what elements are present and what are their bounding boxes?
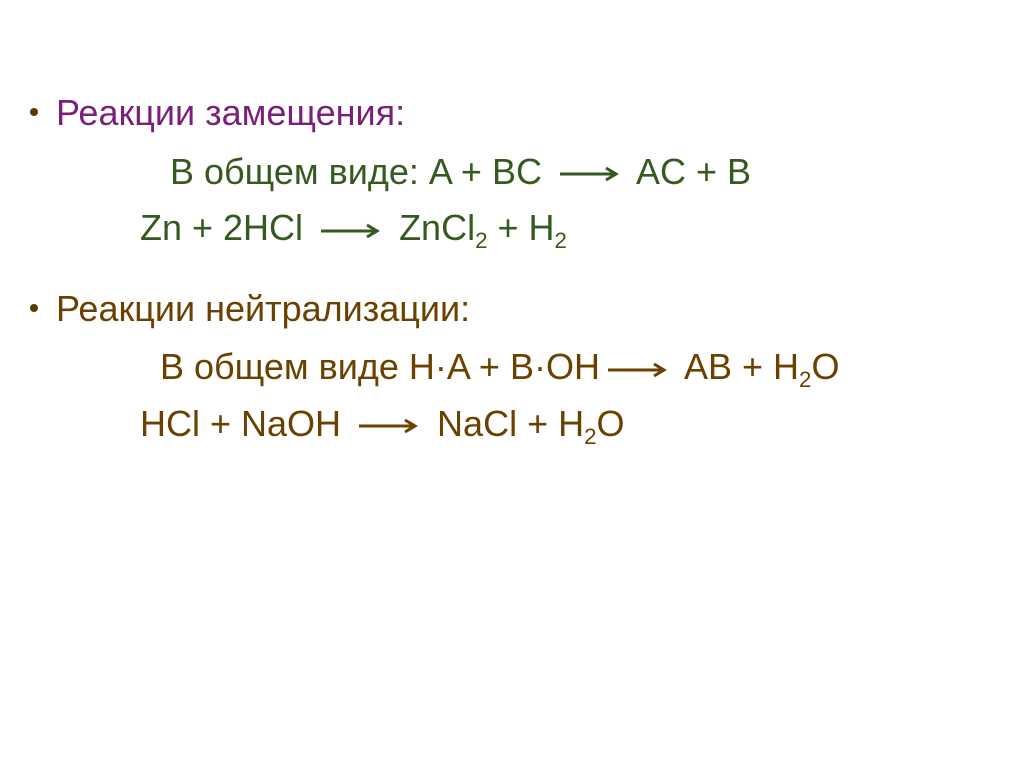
arrow-icon — [606, 362, 670, 378]
section1-general-prefix: В общем виде: A + BC — [170, 151, 552, 192]
subscript: 2 — [584, 424, 596, 449]
arrow-icon — [319, 223, 383, 239]
section2-general-tail: O — [811, 346, 839, 387]
section1-general: В общем виде: A + BC AC + B — [30, 147, 1024, 197]
section1-heading-row: Реакции замещения: — [30, 90, 1024, 137]
section2-general-suffix: AB + H — [676, 346, 799, 387]
section2-example: HCl + NaOH NaCl + H2O — [30, 399, 1024, 449]
section1-example-mid: + H — [488, 207, 555, 248]
subscript: 2 — [475, 228, 487, 253]
bullet-icon — [30, 304, 38, 312]
section2-example-left: HCl + NaOH — [140, 403, 351, 444]
slide: Реакции замещения: В общем виде: A + BC … — [0, 0, 1024, 767]
subscript: 2 — [799, 368, 811, 393]
section1-example-zncl: ZnCl — [389, 207, 475, 248]
section2-example-right: NaCl + H — [427, 403, 584, 444]
section1-heading: Реакции замещения: — [56, 90, 405, 137]
section1-example-left: Zn + 2HCl — [140, 207, 313, 248]
spacer — [30, 260, 1024, 286]
arrow-icon — [357, 418, 421, 434]
section2-general: В общем виде H·A + B·OH AB + H2O — [30, 342, 1024, 392]
section2-general-prefix: В общем виде H·A + B·OH — [160, 346, 600, 387]
subscript: 2 — [555, 228, 567, 253]
section2-heading-row: Реакции нейтрализации: — [30, 286, 1024, 333]
section1-general-suffix: AC + B — [628, 151, 751, 192]
arrow-icon — [558, 166, 622, 182]
section2-example-tail: O — [597, 403, 625, 444]
section1-example: Zn + 2HCl ZnCl2 + H2 — [30, 203, 1024, 253]
bullet-icon — [30, 108, 38, 116]
section2-heading: Реакции нейтрализации: — [56, 286, 470, 333]
